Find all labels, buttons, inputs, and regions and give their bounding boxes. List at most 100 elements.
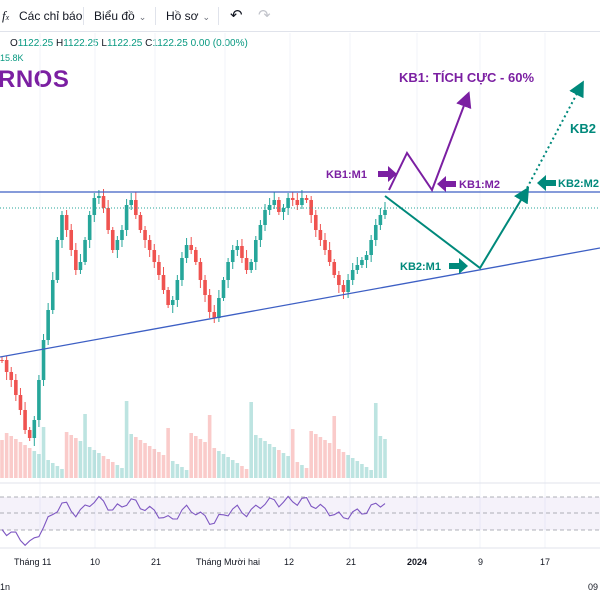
kb2-m2-arrow-icon bbox=[537, 175, 556, 191]
kb2-title: KB2 bbox=[570, 121, 596, 136]
volume-bar bbox=[175, 464, 180, 478]
volume-bar bbox=[170, 461, 175, 478]
candle-body bbox=[0, 360, 4, 361]
volume-bar bbox=[194, 436, 198, 478]
support-trendline[interactable] bbox=[0, 247, 600, 358]
kb2-scenario-path[interactable] bbox=[384, 186, 530, 270]
volume-bar bbox=[212, 448, 217, 478]
volume-bar bbox=[138, 440, 143, 478]
candle-body bbox=[60, 215, 64, 240]
candle-body bbox=[120, 230, 124, 240]
volume-bar bbox=[300, 465, 304, 478]
toolbar-divider bbox=[155, 7, 156, 25]
candle-body bbox=[258, 225, 263, 240]
kb2-extension-path[interactable] bbox=[526, 80, 584, 189]
x-axis-label: 17 bbox=[540, 557, 550, 567]
candle-body bbox=[327, 250, 332, 262]
candle-body bbox=[9, 372, 14, 380]
candle-body bbox=[106, 208, 110, 230]
volume-bar bbox=[97, 453, 101, 478]
undo-icon[interactable]: ↶ bbox=[230, 7, 243, 24]
candle-body bbox=[341, 285, 346, 292]
volume-bar bbox=[295, 462, 300, 478]
volume-bar bbox=[78, 441, 83, 478]
volume-bar bbox=[147, 446, 152, 478]
time-label: 09 bbox=[588, 582, 598, 592]
volume-bar bbox=[198, 439, 203, 478]
candle-body bbox=[194, 250, 198, 262]
candle-body bbox=[161, 275, 166, 290]
top-toolbar: fx Các chỉ báo Biểu đồ ⌄ Hồ sơ ⌄ ↶ ↷ bbox=[0, 0, 600, 32]
x-axis-label: 10 bbox=[90, 557, 100, 567]
candle-body bbox=[313, 215, 318, 230]
kb1-title: KB1: TÍCH CỰC - 60% bbox=[399, 70, 534, 85]
volume-bar bbox=[364, 467, 369, 478]
high-value: 1122.25 bbox=[63, 38, 99, 49]
candle-body bbox=[318, 230, 323, 240]
volume-bar bbox=[350, 458, 355, 478]
profile-label: Hồ sơ bbox=[166, 9, 199, 23]
candle-body bbox=[50, 280, 55, 310]
volume-bar bbox=[129, 434, 134, 478]
candle-body bbox=[175, 280, 180, 300]
chart-grid bbox=[39, 33, 546, 548]
candle-body bbox=[101, 196, 106, 208]
volume-bar bbox=[346, 455, 350, 478]
volume-bar bbox=[281, 453, 286, 478]
candle-body bbox=[4, 360, 9, 372]
indicators-button[interactable]: Các chỉ báo bbox=[19, 9, 83, 23]
chart-type-label: Biểu đồ bbox=[94, 9, 135, 23]
candle-body bbox=[203, 280, 207, 295]
volume-bar bbox=[337, 449, 341, 478]
low-value: 1122.25 bbox=[106, 38, 143, 49]
candle-body bbox=[272, 200, 277, 205]
volume-bar bbox=[157, 452, 161, 478]
timeframe-label[interactable]: 1n bbox=[0, 582, 10, 592]
candle-body bbox=[74, 250, 78, 270]
volume-bar bbox=[226, 457, 230, 478]
low-label: L bbox=[101, 38, 107, 49]
volume-bar bbox=[166, 428, 170, 478]
volume-bar bbox=[0, 440, 4, 478]
candle-body bbox=[37, 380, 41, 420]
x-axis-label: Tháng Mười hai bbox=[196, 557, 260, 567]
candle-body bbox=[217, 298, 221, 318]
candle-body bbox=[46, 310, 50, 340]
kb2-m1-arrow-icon bbox=[449, 258, 468, 274]
candle-body bbox=[14, 380, 18, 395]
volume-value: 15.8K bbox=[0, 53, 24, 63]
candle-body bbox=[221, 280, 226, 298]
x-axis-label: 2024 bbox=[407, 557, 427, 567]
volume-bar bbox=[235, 463, 240, 478]
rsi-line bbox=[1, 495, 386, 547]
candle-body bbox=[180, 258, 184, 280]
chart-type-button[interactable]: Biểu đồ ⌄ bbox=[94, 0, 146, 32]
candle-body bbox=[300, 198, 304, 205]
volume-bar bbox=[134, 437, 138, 478]
x-axis-label: 12 bbox=[284, 557, 294, 567]
x-axis-label: 9 bbox=[478, 557, 483, 567]
volume-bar bbox=[27, 448, 32, 478]
candle-body bbox=[32, 420, 37, 438]
volume-bar bbox=[14, 439, 18, 478]
change-value: 0.00 (0.00%) bbox=[190, 38, 248, 49]
volume-bar bbox=[290, 429, 295, 478]
candle-body bbox=[226, 262, 230, 280]
volume-bar bbox=[360, 464, 364, 478]
fx-icon[interactable]: fx bbox=[2, 8, 10, 23]
volume-bar bbox=[184, 470, 189, 478]
volume-bar bbox=[332, 416, 337, 478]
volume-bar bbox=[92, 450, 97, 478]
profile-button[interactable]: Hồ sơ ⌄ bbox=[166, 0, 210, 32]
candle-body bbox=[124, 205, 129, 230]
candle-body bbox=[157, 262, 161, 275]
open-label: O bbox=[10, 38, 18, 49]
volume-bar bbox=[161, 455, 166, 478]
volume-bar bbox=[203, 442, 207, 478]
kb1-scenario-path[interactable] bbox=[388, 91, 472, 193]
candle-body bbox=[244, 258, 249, 270]
volume-bar bbox=[143, 443, 147, 478]
redo-icon[interactable]: ↷ bbox=[258, 7, 271, 24]
rsi-band bbox=[0, 497, 600, 530]
